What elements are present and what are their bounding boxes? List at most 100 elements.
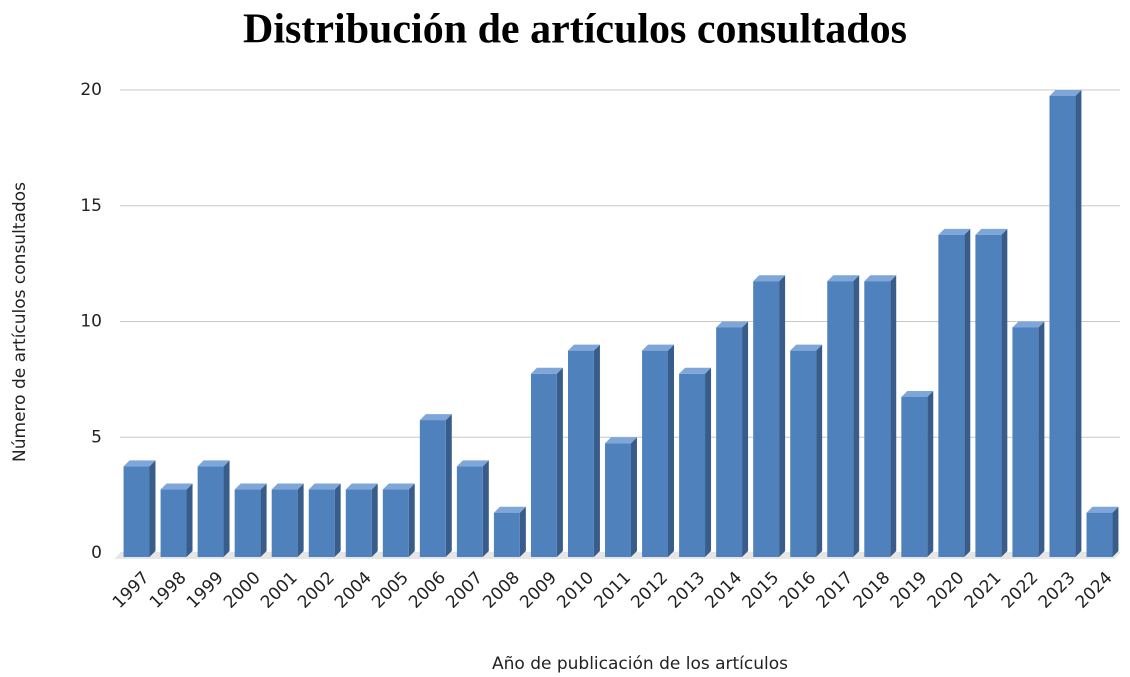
bar (753, 281, 780, 557)
x-tick-label: 2014 (701, 568, 746, 613)
bar (679, 373, 706, 557)
bar (271, 489, 298, 557)
bar-side (519, 506, 526, 557)
x-tick-label: 1999 (183, 568, 228, 613)
bar (938, 234, 965, 557)
bar-top (1049, 90, 1082, 96)
bar-top (938, 228, 971, 235)
bar-side (260, 483, 267, 557)
bar-top (493, 506, 526, 513)
x-tick-label: 2005 (368, 568, 413, 613)
bar (160, 489, 187, 557)
bar (568, 350, 594, 557)
x-tick-label: 2007 (442, 568, 487, 613)
x-tick-label: 2022 (998, 568, 1043, 613)
x-tick-label: 2002 (294, 568, 339, 613)
bar (419, 420, 446, 557)
bar-side (556, 367, 563, 557)
bar (790, 350, 817, 557)
bar-top (716, 321, 749, 328)
y-tick-label: 0 (91, 543, 102, 563)
bar (197, 466, 224, 557)
y-tick-label: 20 (80, 80, 102, 100)
x-tick-label: 2000 (220, 568, 265, 613)
bar-side (630, 437, 637, 557)
bar-top (530, 367, 563, 374)
x-tick-label: 2024 (1072, 568, 1117, 613)
bar-top (123, 460, 156, 467)
bar-top (456, 460, 489, 467)
bar-top (827, 275, 860, 282)
x-tick-label: 2018 (850, 568, 895, 613)
bar (345, 489, 372, 557)
bar-top (234, 483, 267, 490)
bar-top (605, 437, 637, 444)
bar-top (197, 460, 230, 467)
bar-top (271, 483, 304, 490)
x-tick-label: 2021 (961, 568, 1006, 613)
bar-side (927, 390, 934, 557)
bar (827, 281, 854, 557)
bar-top (864, 275, 897, 282)
bar-side (408, 483, 415, 557)
x-axis-label: Año de publicación de los artículos (492, 654, 788, 674)
x-tick-label: 2011 (590, 568, 635, 613)
x-tick-label: 2023 (1035, 568, 1080, 613)
bar (716, 327, 743, 557)
bar-top (901, 390, 934, 397)
bar-side (1038, 321, 1045, 557)
bar-top (790, 344, 823, 351)
y-tick-label: 15 (80, 196, 102, 216)
bar-top (160, 483, 193, 490)
x-tick-label: 1998 (146, 568, 191, 613)
bar-top (753, 275, 786, 282)
bar-top (308, 483, 341, 490)
bar-top (382, 483, 415, 490)
bar (1086, 512, 1113, 557)
bar-side (890, 275, 897, 557)
bar (864, 281, 891, 557)
bar (123, 466, 150, 557)
bar (901, 396, 928, 557)
bar (1049, 96, 1076, 557)
chart-title: Distribución de artículos consultados (243, 7, 907, 53)
bar-top (1086, 506, 1119, 513)
bar-side (297, 483, 304, 557)
bar-side (1075, 90, 1082, 557)
x-tick-label: 2004 (331, 568, 376, 613)
bar-top (568, 344, 600, 351)
x-tick-label: 2016 (776, 568, 821, 613)
x-tick-label: 2020 (924, 568, 969, 613)
x-tick-label: 2009 (516, 568, 561, 613)
bar (975, 234, 1002, 557)
bar-side (223, 460, 230, 557)
bar-side (705, 367, 712, 557)
x-tick-label: 2010 (553, 568, 598, 613)
bar-top (1012, 321, 1045, 328)
x-tick-label: 2006 (405, 568, 450, 613)
bar-side (334, 483, 341, 557)
bar-top (345, 483, 378, 490)
bar-side (742, 321, 749, 557)
bar-side (482, 460, 489, 557)
bar-side (149, 460, 156, 557)
bar-top (642, 344, 674, 351)
x-tick-label: 2019 (887, 568, 932, 613)
bar-side (668, 344, 674, 557)
x-tick-label: 1997 (109, 568, 154, 613)
bar (382, 489, 409, 557)
bar (493, 512, 520, 557)
bar-side (371, 483, 378, 557)
bar-side (1112, 506, 1119, 557)
x-tick-label: 2015 (738, 568, 783, 613)
y-tick-label: 10 (80, 312, 102, 332)
bar-side (779, 275, 786, 557)
x-tick-label: 2008 (479, 568, 524, 613)
bar-top (975, 228, 1008, 235)
x-tick-label: 2013 (664, 568, 709, 613)
y-axis-label: Número de artículos consultados (10, 182, 30, 462)
x-tick-label: 2017 (813, 568, 858, 613)
bar-side (186, 483, 193, 557)
y-tick-label: 5 (91, 427, 102, 447)
